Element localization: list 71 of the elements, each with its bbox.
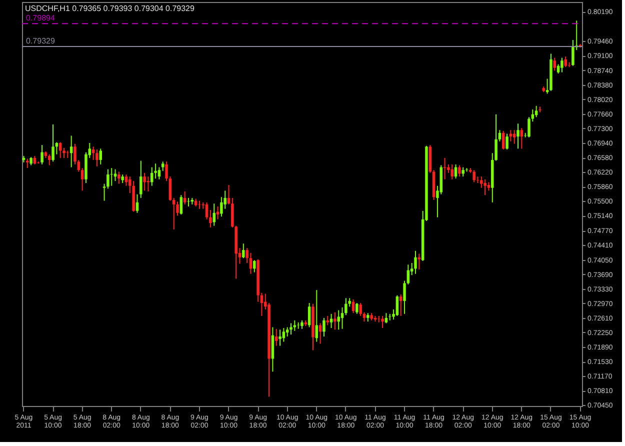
candlestick xyxy=(290,322,292,335)
candlestick xyxy=(249,252,252,274)
candlestick xyxy=(118,171,120,184)
candlestick xyxy=(414,250,417,274)
candlestick xyxy=(216,206,220,220)
candlestick xyxy=(308,302,311,328)
candlestick xyxy=(462,166,464,178)
candlestick xyxy=(136,194,139,214)
candlestick xyxy=(150,166,154,186)
candlestick xyxy=(183,190,186,205)
candlestick xyxy=(187,197,190,207)
candlestick xyxy=(275,328,278,346)
candlestick xyxy=(253,260,256,273)
candlestick xyxy=(553,57,556,72)
candlestick xyxy=(472,170,476,183)
candlestick xyxy=(205,202,208,220)
candlestick xyxy=(180,194,183,216)
candlestick xyxy=(556,64,560,74)
candlestick xyxy=(520,128,524,150)
chart-title: USDCHF,H1 0.79365 0.79393 0.79304 0.79329 xyxy=(25,4,196,13)
candlestick xyxy=(326,315,329,326)
candlestick xyxy=(454,164,458,180)
candlestick xyxy=(378,315,380,323)
candlestick xyxy=(356,302,358,314)
candlestick xyxy=(286,326,289,338)
candlestick xyxy=(534,105,538,118)
candlestick xyxy=(114,168,117,182)
candlestick xyxy=(140,160,142,198)
candlestick xyxy=(399,294,402,316)
candlestick xyxy=(450,164,454,180)
candlestick xyxy=(293,320,296,332)
candlestick xyxy=(396,294,399,316)
candlestick xyxy=(158,166,161,180)
candlestick xyxy=(198,200,201,210)
ref-line-label: 0.79894 xyxy=(26,14,56,23)
candlestick xyxy=(26,158,29,169)
candlestick xyxy=(96,148,98,167)
candlestick xyxy=(282,328,286,342)
candlestick xyxy=(110,168,113,186)
candlestick xyxy=(443,157,446,180)
candlestick xyxy=(318,322,322,344)
candlestick xyxy=(568,62,571,68)
candlestick xyxy=(80,168,84,192)
candlestick xyxy=(516,123,520,150)
ref-line-label: 0.79329 xyxy=(26,36,56,46)
candlestick xyxy=(484,178,486,196)
candlestick xyxy=(99,148,102,165)
candlestick xyxy=(278,329,282,346)
candlestick xyxy=(322,317,326,338)
candlestick xyxy=(506,133,508,150)
candlestick xyxy=(560,57,564,73)
candlestick xyxy=(242,243,245,259)
candlestick xyxy=(330,313,333,329)
candlestick xyxy=(52,124,54,162)
candlestick xyxy=(340,306,344,330)
candlestick xyxy=(334,312,336,330)
candlestick xyxy=(502,130,505,150)
candlestick xyxy=(315,290,318,342)
candlestick xyxy=(172,197,176,230)
candlestick xyxy=(40,144,44,165)
candlestick xyxy=(381,315,384,329)
candlestick xyxy=(512,130,516,144)
candlestick xyxy=(418,253,421,270)
candlestick xyxy=(509,130,512,142)
candlestick xyxy=(337,310,340,330)
candlestick xyxy=(143,172,146,192)
candlestick xyxy=(384,312,388,324)
candlestick xyxy=(48,154,51,166)
candlestick xyxy=(458,164,461,178)
candlestick xyxy=(564,56,567,68)
candlestick xyxy=(70,135,73,168)
